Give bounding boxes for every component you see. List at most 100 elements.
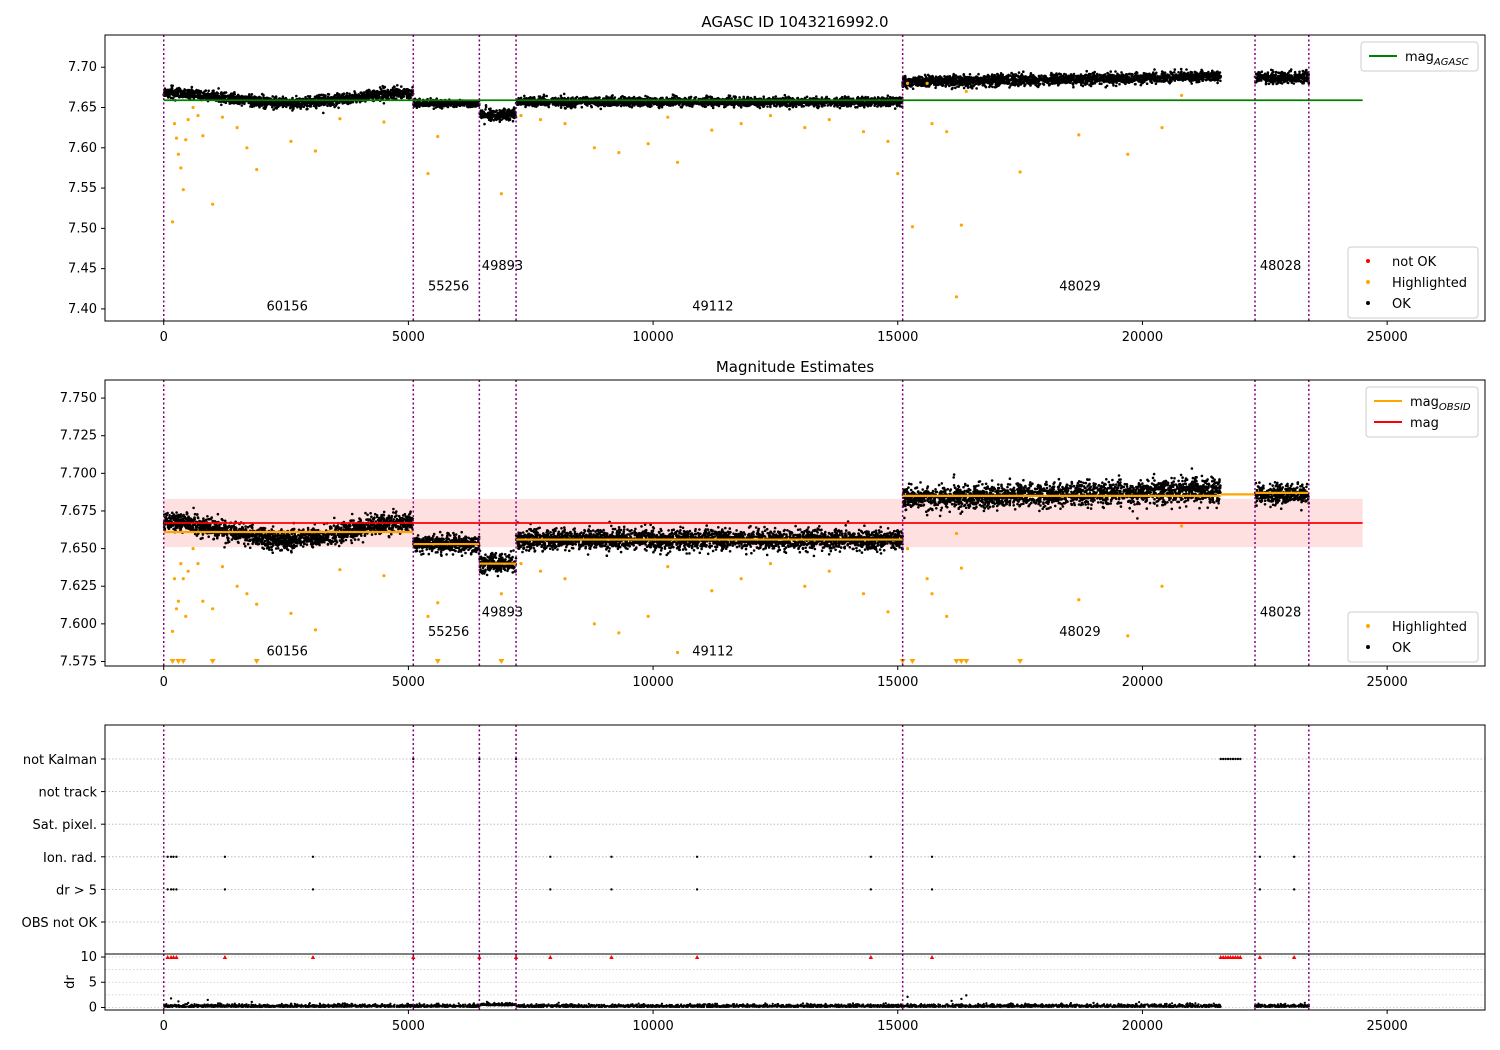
ok-point (419, 103, 423, 107)
ok-point (843, 101, 847, 104)
ok-point (181, 95, 184, 99)
ok-point (223, 100, 226, 104)
ok-point (306, 104, 309, 108)
ok-point (436, 101, 440, 105)
ok-point (469, 101, 473, 104)
ok-point (621, 102, 625, 106)
ok-point (190, 88, 193, 91)
ok-point (845, 96, 848, 99)
ok-point (562, 92, 566, 96)
ok-point (861, 97, 864, 100)
ok-point (488, 107, 491, 111)
ok-point (711, 106, 715, 110)
ok-point (599, 107, 603, 111)
ok-point (336, 94, 339, 97)
ok-point (787, 96, 790, 99)
ok-point (480, 116, 483, 119)
ok-point (391, 89, 395, 92)
ok-point (303, 100, 307, 104)
ok-point (165, 92, 168, 96)
ok-point (565, 104, 568, 107)
ok-point (774, 95, 778, 98)
ok-point (321, 103, 325, 106)
ok-point (480, 109, 484, 112)
ok-point (452, 102, 456, 105)
ok-point (351, 93, 354, 97)
ok-point (617, 102, 620, 106)
ok-point (344, 96, 348, 100)
ok-point (621, 94, 624, 98)
ok-point (463, 100, 467, 104)
chart-title: AGASC ID 1043216992.0 (701, 13, 888, 31)
ok-point (840, 101, 843, 105)
ok-point (269, 101, 273, 105)
ok-point (694, 96, 698, 99)
ok-point (421, 101, 424, 104)
ok-point (382, 102, 386, 105)
ok-point (559, 106, 563, 109)
ok-point (417, 100, 421, 104)
ok-point (601, 100, 605, 104)
ok-point (405, 95, 409, 99)
ok-point (382, 85, 386, 89)
ok-point (508, 117, 512, 120)
ok-point (523, 94, 526, 98)
ok-point (895, 96, 898, 100)
ok-point (249, 95, 253, 98)
ok-point (529, 101, 533, 105)
ok-point (858, 104, 862, 108)
ok-point (484, 104, 488, 107)
ok-point (692, 100, 695, 104)
ok-point (716, 96, 720, 100)
ok-point (220, 103, 223, 107)
ok-point (562, 103, 566, 107)
ok-point (182, 90, 185, 94)
ok-point (898, 103, 901, 106)
ok-point (644, 94, 647, 98)
ok-point (373, 95, 377, 98)
ok-point (785, 104, 788, 108)
ok-point (597, 104, 600, 108)
ok-point (643, 102, 646, 105)
ok-point (783, 93, 787, 97)
ok-point (230, 96, 233, 100)
ok-point (258, 105, 261, 109)
ok-point (626, 103, 630, 106)
ok-point (801, 104, 805, 108)
ok-point (593, 101, 597, 105)
ok-point (255, 102, 258, 105)
ok-point (190, 85, 194, 89)
ok-point (278, 104, 282, 107)
ok-point (484, 108, 487, 111)
ok-point (271, 105, 274, 109)
ok-point (649, 96, 652, 100)
ok-point (507, 114, 510, 118)
ok-point (308, 95, 312, 98)
ok-point (892, 101, 895, 105)
ok-point (393, 91, 397, 94)
ok-point (633, 103, 637, 106)
ok-point (207, 89, 210, 93)
ok-point (497, 114, 500, 118)
ok-point (874, 101, 878, 105)
ok-point (170, 92, 174, 96)
ok-point (429, 97, 432, 100)
ok-point (879, 104, 883, 108)
ok-point (241, 96, 245, 100)
ok-point (315, 94, 319, 98)
ok-point (794, 105, 798, 109)
ok-point (492, 110, 495, 114)
ok-point (499, 112, 503, 115)
ok-point (708, 102, 712, 106)
ok-point (474, 103, 478, 107)
ok-point (341, 93, 344, 96)
ok-point (782, 100, 786, 104)
ok-point (361, 93, 365, 97)
ok-point (826, 104, 830, 107)
ok-point (445, 104, 449, 108)
ok-point (539, 96, 542, 99)
ok-point (224, 95, 228, 99)
ok-point (583, 96, 587, 99)
ok-point (337, 106, 340, 110)
